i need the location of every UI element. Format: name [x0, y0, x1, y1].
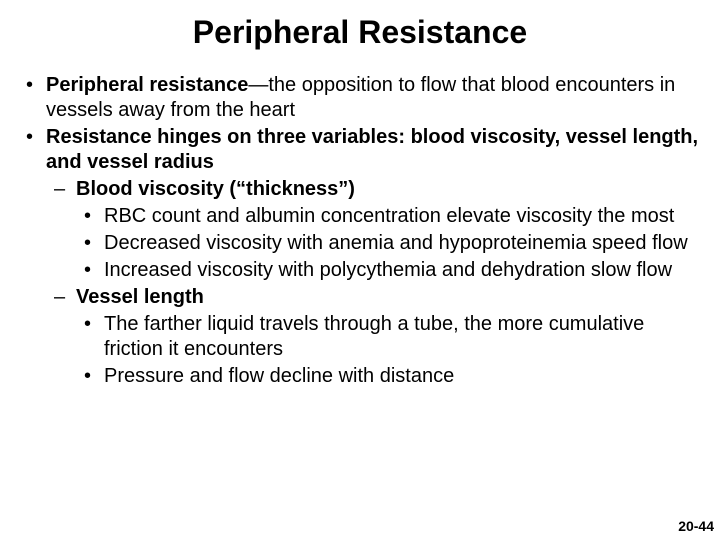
- sub2-a-2: Decreased viscosity with anemia and hypo…: [76, 231, 700, 256]
- sub-list-1: Blood viscosity (“thickness”) RBC count …: [46, 177, 700, 389]
- sub2-a-1: RBC count and albumin concentration elev…: [76, 204, 700, 229]
- page-number: 20-44: [678, 518, 714, 534]
- sub1-item-2-text: Vessel length: [76, 286, 204, 308]
- sub2-b-2: Pressure and flow decline with distance: [76, 364, 700, 389]
- bullet-2-text: Resistance hinges on three variables: bl…: [46, 126, 698, 173]
- top-list: Peripheral resistance—the opposition to …: [20, 73, 700, 389]
- sub1-item-2: Vessel length The farther liquid travels…: [46, 285, 700, 389]
- bullet-2: Resistance hinges on three variables: bl…: [20, 125, 700, 389]
- bullet-1: Peripheral resistance—the opposition to …: [20, 73, 700, 123]
- sub2-list-a: RBC count and albumin concentration elev…: [76, 204, 700, 283]
- slide-container: Peripheral Resistance Peripheral resista…: [0, 0, 720, 540]
- slide-content: Peripheral resistance—the opposition to …: [20, 73, 700, 389]
- sub1-item-1-text: Blood viscosity (“thickness”): [76, 178, 355, 200]
- slide-title: Peripheral Resistance: [20, 14, 700, 51]
- sub2-list-b: The farther liquid travels through a tub…: [76, 312, 700, 389]
- sub2-b-1: The farther liquid travels through a tub…: [76, 312, 700, 362]
- sub2-a-3: Increased viscosity with polycythemia an…: [76, 258, 700, 283]
- sub1-item-1: Blood viscosity (“thickness”) RBC count …: [46, 177, 700, 283]
- bullet-1-bold: Peripheral resistance: [46, 74, 248, 96]
